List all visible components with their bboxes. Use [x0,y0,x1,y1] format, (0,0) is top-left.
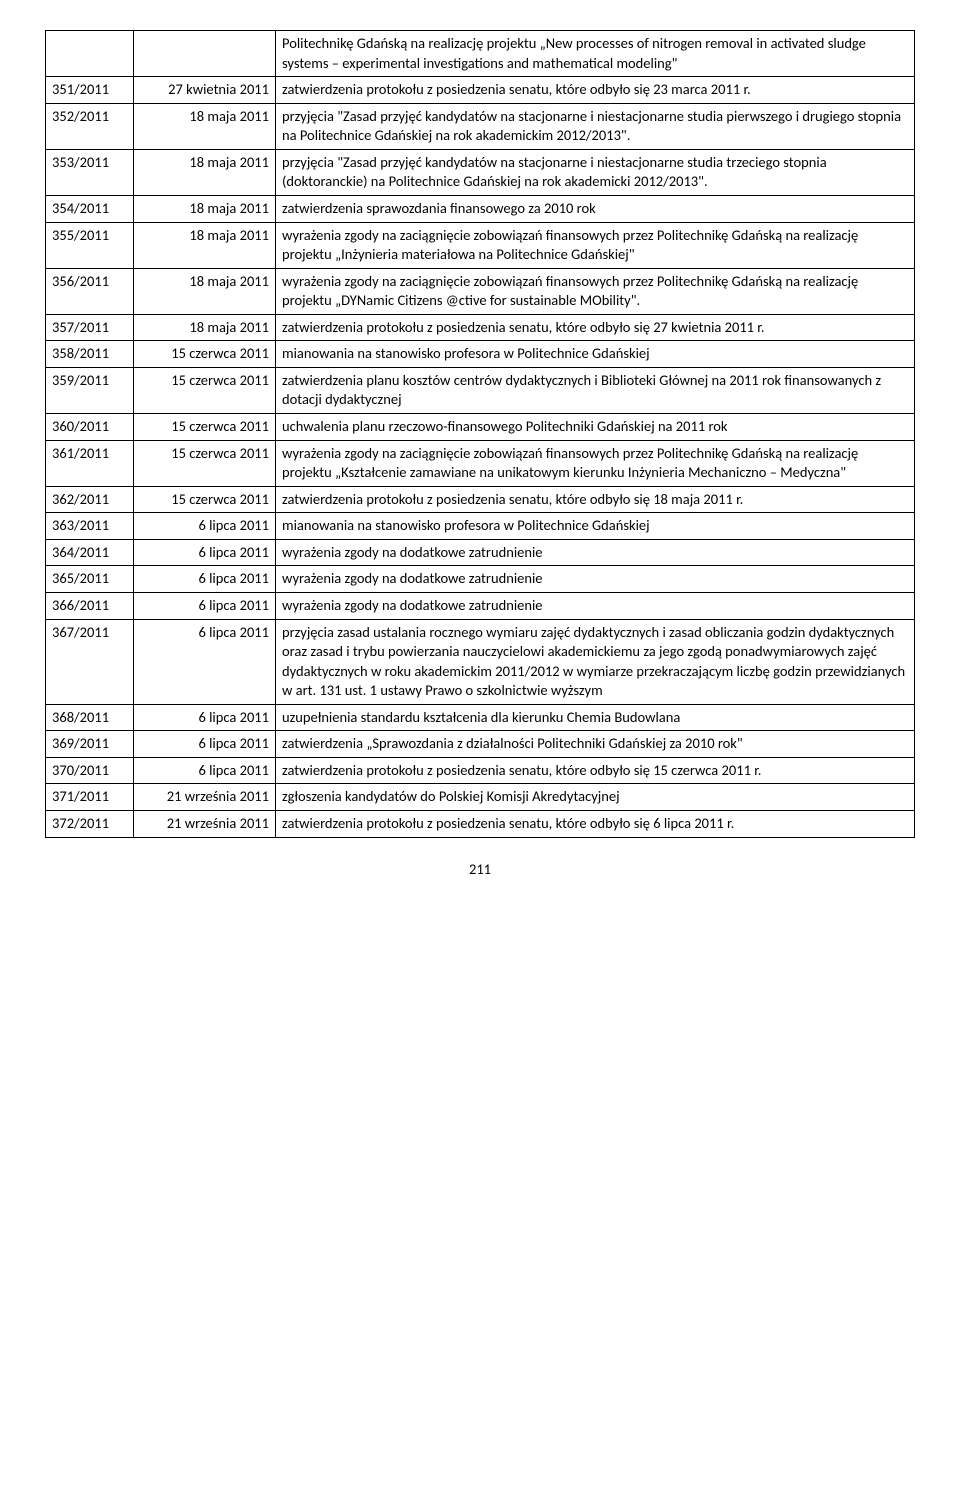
table-row: 358/201115 czerwca 2011mianowania na sta… [46,341,915,368]
resolution-desc-cell: przyjęcia "Zasad przyjęć kandydatów na s… [276,103,915,149]
resolution-id-cell: 372/2011 [46,811,134,838]
resolution-date-cell: 15 czerwca 2011 [134,440,276,486]
table-row: 364/20116 lipca 2011wyrażenia zgody na d… [46,539,915,566]
table-row: 354/201118 maja 2011zatwierdzenia sprawo… [46,195,915,222]
empty-cell [134,31,276,77]
resolution-id-cell: 361/2011 [46,440,134,486]
resolution-id-cell: 354/2011 [46,195,134,222]
resolution-date-cell: 18 maja 2011 [134,195,276,222]
table-row: 356/201118 maja 2011wyrażenia zgody na z… [46,268,915,314]
resolution-date-cell: 6 lipca 2011 [134,566,276,593]
resolution-id-cell: 362/2011 [46,486,134,513]
resolution-desc-cell: uzupełnienia standardu kształcenia dla k… [276,704,915,731]
resolution-desc-cell: mianowania na stanowisko profesora w Pol… [276,513,915,540]
resolution-date-cell: 18 maja 2011 [134,268,276,314]
resolutions-table: Politechnikę Gdańską na realizację proje… [45,30,915,838]
resolution-desc-cell: wyrażenia zgody na dodatkowe zatrudnieni… [276,592,915,619]
resolution-id-cell: 371/2011 [46,784,134,811]
resolution-id-cell: 357/2011 [46,314,134,341]
table-row: 355/201118 maja 2011wyrażenia zgody na z… [46,222,915,268]
table-row: 371/201121 września 2011zgłoszenia kandy… [46,784,915,811]
resolution-date-cell: 18 maja 2011 [134,149,276,195]
table-row: 363/20116 lipca 2011mianowania na stanow… [46,513,915,540]
resolution-id-cell: 363/2011 [46,513,134,540]
resolution-desc-cell: zatwierdzenia sprawozdania finansowego z… [276,195,915,222]
resolution-desc-cell: zatwierdzenia protokołu z posiedzenia se… [276,486,915,513]
resolution-id-cell: 353/2011 [46,149,134,195]
resolution-desc-cell: wyrażenia zgody na zaciągnięcie zobowiąz… [276,440,915,486]
table-row: 352/201118 maja 2011przyjęcia "Zasad prz… [46,103,915,149]
resolution-date-cell: 15 czerwca 2011 [134,367,276,413]
resolution-id-cell: 351/2011 [46,77,134,104]
resolution-desc-cell: wyrażenia zgody na dodatkowe zatrudnieni… [276,539,915,566]
resolution-id-cell: 365/2011 [46,566,134,593]
resolution-id-cell: 366/2011 [46,592,134,619]
resolution-desc-cell: mianowania na stanowisko profesora w Pol… [276,341,915,368]
resolution-id-cell: 369/2011 [46,731,134,758]
resolution-id-cell: 355/2011 [46,222,134,268]
table-row: 367/20116 lipca 2011przyjęcia zasad usta… [46,619,915,704]
table-row: 369/20116 lipca 2011zatwierdzenia „Spraw… [46,731,915,758]
table-row: 357/201118 maja 2011zatwierdzenia protok… [46,314,915,341]
resolution-desc-cell: zatwierdzenia protokołu z posiedzenia se… [276,757,915,784]
empty-cell [46,31,134,77]
table-row: 360/201115 czerwca 2011uchwalenia planu … [46,414,915,441]
resolution-desc-cell: uchwalenia planu rzeczowo-finansowego Po… [276,414,915,441]
resolution-date-cell: 6 lipca 2011 [134,731,276,758]
resolution-date-cell: 21 września 2011 [134,811,276,838]
table-row: 366/20116 lipca 2011wyrażenia zgody na d… [46,592,915,619]
resolution-desc-cell: wyrażenia zgody na zaciągnięcie zobowiąz… [276,222,915,268]
resolution-id-cell: 370/2011 [46,757,134,784]
resolution-date-cell: 15 czerwca 2011 [134,486,276,513]
table-row: Politechnikę Gdańską na realizację proje… [46,31,915,77]
resolution-id-cell: 352/2011 [46,103,134,149]
resolution-desc-cell: zatwierdzenia „Sprawozdania z działalnoś… [276,731,915,758]
resolution-date-cell: 27 kwietnia 2011 [134,77,276,104]
resolution-date-cell: 18 maja 2011 [134,103,276,149]
resolution-date-cell: 15 czerwca 2011 [134,341,276,368]
table-row: 353/201118 maja 2011przyjęcia "Zasad prz… [46,149,915,195]
resolution-date-cell: 6 lipca 2011 [134,704,276,731]
table-row: 362/201115 czerwca 2011zatwierdzenia pro… [46,486,915,513]
table-row: 351/201127 kwietnia 2011zatwierdzenia pr… [46,77,915,104]
table-row: 368/20116 lipca 2011uzupełnienia standar… [46,704,915,731]
resolution-id-cell: 364/2011 [46,539,134,566]
table-row: 361/201115 czerwca 2011wyrażenia zgody n… [46,440,915,486]
resolution-date-cell: 18 maja 2011 [134,222,276,268]
resolution-desc-cell: zatwierdzenia protokołu z posiedzenia se… [276,314,915,341]
table-row: 372/201121 września 2011zatwierdzenia pr… [46,811,915,838]
resolution-desc-cell: przyjęcia zasad ustalania rocznego wymia… [276,619,915,704]
resolution-desc-cell: zatwierdzenia planu kosztów centrów dyda… [276,367,915,413]
resolution-id-cell: 360/2011 [46,414,134,441]
description-cell: Politechnikę Gdańską na realizację proje… [276,31,915,77]
resolution-date-cell: 6 lipca 2011 [134,619,276,704]
resolution-id-cell: 359/2011 [46,367,134,413]
page-number: 211 [45,860,915,878]
resolution-id-cell: 368/2011 [46,704,134,731]
resolution-id-cell: 358/2011 [46,341,134,368]
resolution-id-cell: 367/2011 [46,619,134,704]
resolution-desc-cell: zatwierdzenia protokołu z posiedzenia se… [276,811,915,838]
resolution-date-cell: 6 lipca 2011 [134,757,276,784]
resolution-desc-cell: wyrażenia zgody na zaciągnięcie zobowiąz… [276,268,915,314]
resolution-date-cell: 6 lipca 2011 [134,513,276,540]
table-row: 365/20116 lipca 2011wyrażenia zgody na d… [46,566,915,593]
resolution-date-cell: 15 czerwca 2011 [134,414,276,441]
table-row: 359/201115 czerwca 2011zatwierdzenia pla… [46,367,915,413]
resolution-date-cell: 6 lipca 2011 [134,592,276,619]
resolution-desc-cell: przyjęcia "Zasad przyjęć kandydatów na s… [276,149,915,195]
resolution-desc-cell: wyrażenia zgody na dodatkowe zatrudnieni… [276,566,915,593]
resolution-desc-cell: zgłoszenia kandydatów do Polskiej Komisj… [276,784,915,811]
resolution-date-cell: 6 lipca 2011 [134,539,276,566]
table-row: 370/20116 lipca 2011zatwierdzenia protok… [46,757,915,784]
resolution-id-cell: 356/2011 [46,268,134,314]
resolution-date-cell: 21 września 2011 [134,784,276,811]
resolution-desc-cell: zatwierdzenia protokołu z posiedzenia se… [276,77,915,104]
resolution-date-cell: 18 maja 2011 [134,314,276,341]
